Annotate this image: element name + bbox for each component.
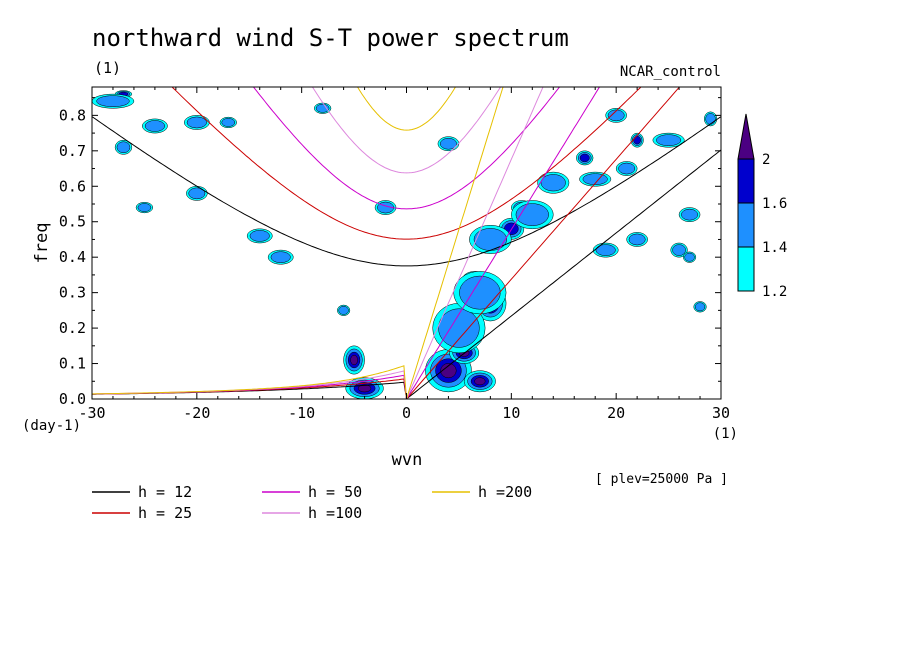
contour-blob-20-level-1: [186, 116, 207, 129]
y-axis-units: (day-1): [22, 418, 81, 434]
gravity-curve-4: [356, 87, 457, 131]
y-axis-label: freq: [32, 223, 52, 264]
x-tick-label-2: -10: [288, 404, 315, 422]
contour-blob-17-level-1: [459, 275, 501, 310]
kelvin-curve-4: [406, 87, 504, 399]
gravity-curve-2: [252, 87, 561, 210]
chart-subtitle-right: NCAR_control: [620, 64, 721, 80]
gravity-curve-3: [311, 87, 502, 174]
colorbar-label-0: 1.2: [762, 284, 787, 300]
chart-subtitle-left: (1): [94, 59, 121, 77]
x-tick-label-0: -30: [78, 404, 105, 422]
contour-blob-24-level-1: [249, 230, 270, 242]
kelvin-curve-3: [406, 87, 544, 399]
colorbar-label-1: 1.4: [762, 240, 787, 256]
contour-blob-22-level-1: [188, 187, 206, 200]
kelvin-curve-1: [406, 87, 681, 399]
contour-blob-38-level-1: [315, 103, 330, 113]
colorbar-segment-0: [737, 246, 755, 292]
contour-blob-2-level-3: [440, 363, 457, 379]
contour-blob-19-level-1: [144, 120, 165, 132]
contour-blob-18-level-1: [96, 95, 130, 107]
legend-label-0: h = 12: [138, 483, 192, 501]
contour-layer: [92, 90, 718, 399]
plot-frame: [91, 86, 722, 400]
axes: -30 -20 -10 0 10 20 30 0.0 0.1 0.2 0.3 0.4 0.5 0.6 0.7…: [59, 87, 730, 422]
contour-blob-1-level-3: [357, 384, 372, 393]
contour-blob-11-level-2: [633, 135, 641, 145]
plev-annotation: [ plev=25000 Pa ]: [595, 472, 728, 487]
contour-blob-36-level-1: [338, 305, 349, 315]
y-tick-label-7: 0.7: [59, 142, 86, 160]
y-tick-label-2: 0.2: [59, 319, 86, 337]
colorbar-label-3: 2: [762, 152, 770, 168]
legend-label-4: h =200: [478, 483, 532, 501]
contour-blob-41-level-1: [684, 252, 695, 262]
x-tick-label-4: 10: [502, 404, 520, 422]
y-tick-label-5: 0.5: [59, 213, 86, 231]
legend: h = 12 h = 25 h = 50 h =100 h =200: [92, 483, 532, 522]
contour-blob-35-level-1: [705, 113, 716, 125]
contour-blob-15-level-1: [540, 174, 566, 192]
contour-blob-0-level-3: [350, 354, 358, 366]
gravity-curve-1: [171, 87, 642, 240]
x-tick-label-1: -20: [183, 404, 210, 422]
contour-blob-10-level-2: [579, 153, 590, 163]
x-tick-label-5: 20: [607, 404, 625, 422]
contour-blob-39-level-1: [694, 302, 706, 312]
colorbar-segment-2: [737, 158, 755, 204]
contour-blob-13-level-1: [473, 228, 507, 251]
y-tick-label-4: 0.4: [59, 248, 86, 266]
colorbar: 1.2 1.4 1.6 2: [737, 113, 787, 300]
x-axis-units: (1): [713, 426, 738, 442]
contour-blob-4-level-3: [474, 377, 486, 386]
contour-blob-29-level-1: [618, 162, 636, 175]
x-tick-label-6: 30: [712, 404, 730, 422]
y-tick-label-0: 0.0: [59, 390, 86, 408]
contour-blob-25-level-1: [270, 251, 291, 263]
dispersion-curves: [92, 87, 721, 399]
contour-blob-31-level-1: [681, 208, 698, 221]
legend-label-3: h =100: [308, 504, 362, 522]
contour-blob-32-level-1: [628, 233, 646, 246]
legend-label-1: h = 25: [138, 504, 192, 522]
kelvin-curve-2: [406, 87, 601, 399]
gravity-curve-0: [92, 116, 721, 267]
contour-blob-21-level-1: [116, 141, 131, 154]
colorbar-top-triangle: [737, 113, 755, 160]
colorbar-label-2: 1.6: [762, 196, 787, 212]
mrg-curve-4: [92, 365, 407, 399]
legend-label-2: h = 50: [308, 483, 362, 501]
contour-blob-33-level-1: [672, 244, 686, 256]
contour-blob-37-level-1: [221, 118, 236, 127]
chart-title: northward wind S-T power spectrum: [92, 24, 569, 52]
kelvin-curve-0: [406, 149, 721, 399]
y-tick-label-8: 0.8: [59, 106, 86, 124]
x-tick-label-3: 0: [402, 404, 411, 422]
contour-blob-40-level-1: [595, 244, 616, 256]
contour-blob-23-level-1: [137, 203, 152, 212]
y-tick-label-1: 0.1: [59, 355, 86, 373]
contour-blob-30-level-1: [656, 134, 682, 146]
x-axis-label: wvn: [392, 450, 423, 470]
colorbar-segment-1: [737, 202, 755, 248]
contour-blob-27-level-1: [440, 137, 457, 150]
y-tick-label-6: 0.6: [59, 177, 86, 195]
y-tick-label-3: 0.3: [59, 284, 86, 302]
contour-blob-16-level-1: [438, 308, 480, 348]
contour-blob-34-level-1: [607, 109, 625, 122]
